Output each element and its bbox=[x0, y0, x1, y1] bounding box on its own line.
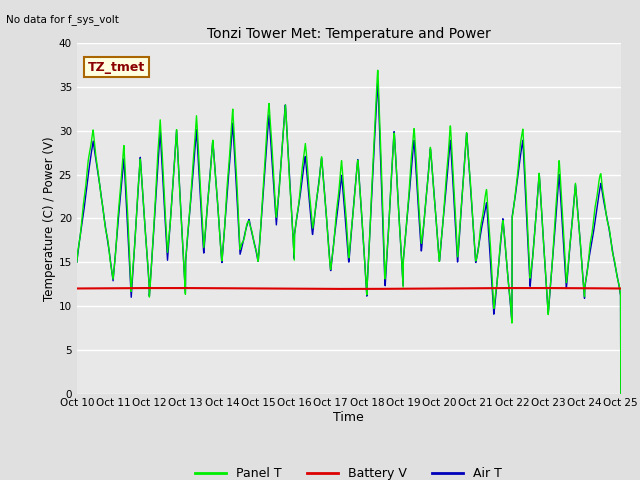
X-axis label: Time: Time bbox=[333, 411, 364, 424]
Legend: Panel T, Battery V, Air T: Panel T, Battery V, Air T bbox=[190, 462, 508, 480]
Text: TZ_tmet: TZ_tmet bbox=[88, 61, 145, 74]
Title: Tonzi Tower Met: Temperature and Power: Tonzi Tower Met: Temperature and Power bbox=[207, 27, 491, 41]
Text: No data for f_sys_volt: No data for f_sys_volt bbox=[6, 14, 119, 25]
Y-axis label: Temperature (C) / Power (V): Temperature (C) / Power (V) bbox=[43, 136, 56, 300]
